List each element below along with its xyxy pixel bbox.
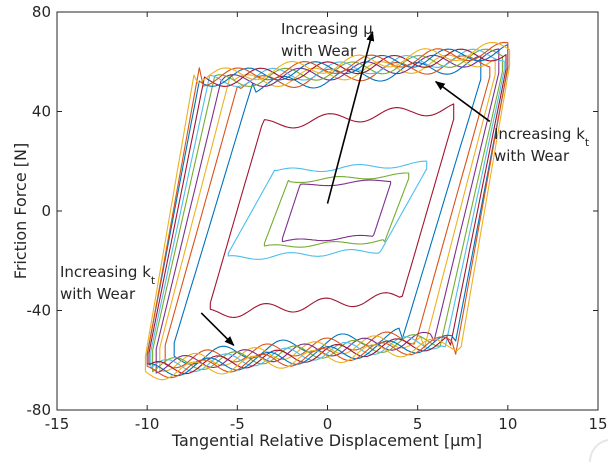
annotation-line1: Increasing μ: [281, 20, 373, 38]
x-tick-label: 0: [323, 415, 333, 433]
annotation-line1: Increasing kt: [494, 125, 590, 149]
x-tick-label: 15: [588, 415, 607, 433]
annotation-subscript: t: [151, 274, 156, 287]
annotation-line2: with Wear: [494, 147, 570, 165]
hysteresis-loop-8: [155, 48, 500, 374]
y-tick-label: -40: [27, 302, 52, 320]
annotation-line2: with Wear: [281, 42, 357, 60]
y-axis-title: Friction Force [N]: [11, 143, 30, 279]
y-tick-label: 40: [32, 103, 51, 121]
hysteresis-loop-9: [152, 48, 503, 373]
annotation-subscript: t: [585, 136, 590, 149]
hysteresis-loop-11: [148, 48, 507, 375]
hysteresis-loop-10: [150, 48, 505, 373]
y-tick-label: 0: [41, 202, 51, 220]
annotation-line2: with Wear: [60, 285, 136, 303]
hysteresis-loop-14: [144, 41, 511, 381]
hysteresis-loops: [144, 41, 511, 381]
annotation-arrow-1: [326, 30, 375, 204]
x-tick-label: -15: [45, 415, 70, 433]
x-tick-label: -10: [135, 415, 160, 433]
hysteresis-loop-1: [281, 179, 392, 243]
axis-tick-labels: -15 -10 -5 0 5 10 15 -80 -40 0 40 80: [27, 3, 608, 433]
annotation-arrow-2: [434, 81, 491, 123]
y-tick-label: 80: [32, 3, 51, 21]
x-tick-label: -5: [230, 415, 245, 433]
axis-ticks: [56, 11, 599, 411]
hysteresis-loop-5: [173, 55, 482, 365]
hysteresis-loop-3: [227, 160, 428, 260]
hysteresis-loop-4: [209, 103, 455, 318]
x-axis-title: Tangential Relative Displacement [μm]: [171, 431, 482, 450]
y-tick-label: -80: [27, 401, 52, 419]
x-tick-label: 10: [498, 415, 517, 433]
hysteresis-loop-2: [263, 172, 410, 248]
hysteresis-loop-13: [146, 41, 509, 379]
annotation-line1: Increasing kt: [60, 263, 156, 287]
annotation-arrow-3: [200, 312, 235, 347]
watermark-arc: [588, 439, 608, 462]
x-tick-label: 5: [413, 415, 423, 433]
